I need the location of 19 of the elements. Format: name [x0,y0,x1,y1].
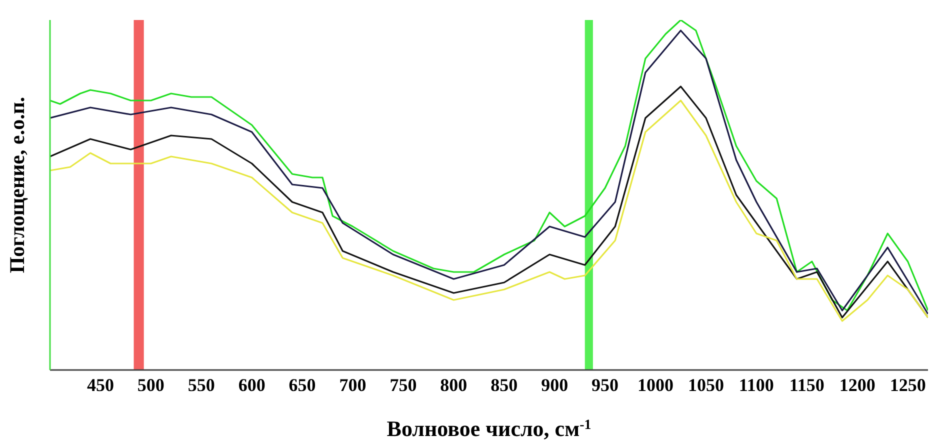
x-tick-label: 500 [137,374,164,395]
x-tick-label: 1200 [839,374,876,395]
x-tick-label: 550 [188,374,215,395]
x-tick-label: 700 [339,374,366,395]
x-tick-label: 1000 [638,374,674,395]
x-axis-title: Волновое число, см$^{-1}$ [386,416,592,441]
x-tick-label: 900 [541,374,568,395]
x-tick-label: 950 [592,374,619,395]
x-tick-label: 800 [440,374,468,395]
x-tick-label: 450 [86,374,114,395]
x-tick-label: 650 [288,374,316,395]
x-tick-label: 1100 [738,374,774,395]
x-tick-label: 1050 [688,374,724,395]
x-tick-label: 850 [490,374,518,395]
x-tick-label: 1150 [789,374,824,395]
x-tick-label: 750 [390,374,417,395]
y-axis-title: Поглощение, е.о.п. [5,96,29,274]
x-tick-label: 600 [238,374,266,395]
x-tick-label: 1250 [890,374,926,395]
